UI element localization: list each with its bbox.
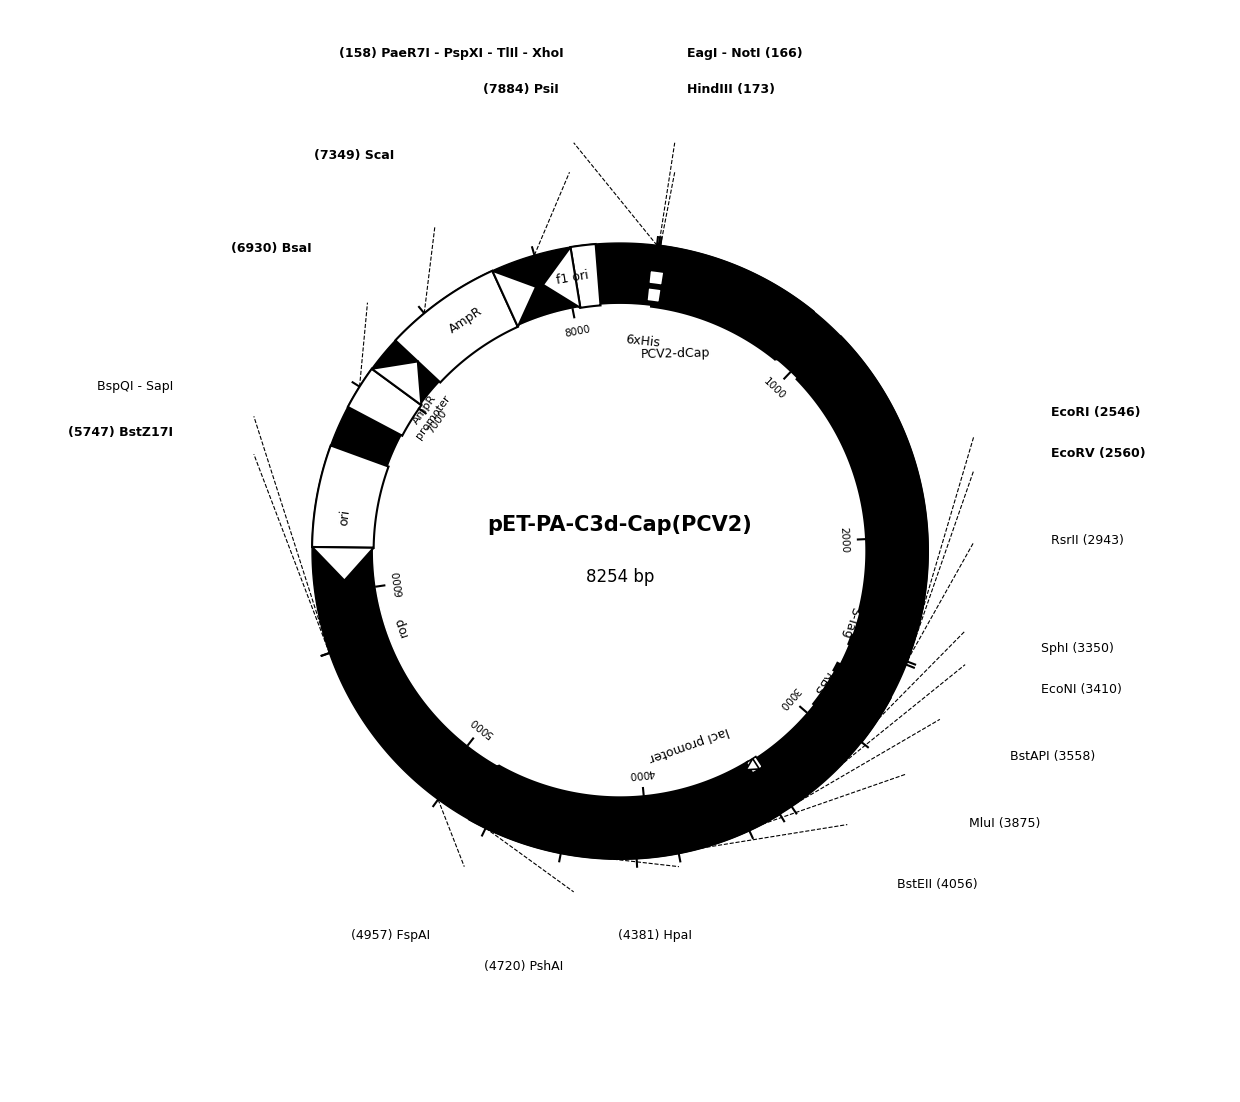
Text: (4381) HpaI: (4381) HpaI	[618, 929, 692, 942]
Text: C3d: C3d	[727, 290, 754, 313]
Polygon shape	[347, 369, 422, 435]
Text: (7349) ScaI: (7349) ScaI	[314, 149, 394, 162]
Polygon shape	[312, 244, 928, 858]
Text: EcoNI (3410): EcoNI (3410)	[1040, 683, 1122, 696]
Polygon shape	[570, 244, 600, 307]
Text: (5747) BstZ17I: (5747) BstZ17I	[68, 426, 174, 440]
Text: f1 ori: f1 ori	[556, 269, 590, 287]
Text: (4957) FspAI: (4957) FspAI	[351, 929, 430, 942]
Polygon shape	[396, 271, 518, 382]
Text: HindIII (173): HindIII (173)	[687, 83, 775, 96]
Text: BspQI - SapI: BspQI - SapI	[97, 380, 174, 393]
Polygon shape	[649, 270, 665, 285]
Polygon shape	[813, 669, 890, 742]
Polygon shape	[775, 312, 818, 359]
Text: BstEII (4056): BstEII (4056)	[898, 878, 978, 892]
Text: S-Tag: S-Tag	[839, 605, 862, 640]
Text: (4720) PshAI: (4720) PshAI	[485, 960, 563, 973]
Polygon shape	[859, 612, 919, 650]
Text: 7000: 7000	[425, 408, 449, 435]
Polygon shape	[651, 246, 813, 359]
Text: AmpR: AmpR	[446, 305, 485, 336]
Text: lacI promoter: lacI promoter	[647, 724, 730, 765]
Text: lacI: lacI	[598, 821, 620, 835]
Text: MluI (3875): MluI (3875)	[968, 817, 1040, 830]
Polygon shape	[329, 618, 378, 635]
Text: EcoRI (2546): EcoRI (2546)	[1052, 406, 1141, 419]
Text: SphI (3350): SphI (3350)	[1040, 642, 1114, 655]
Text: 6000: 6000	[392, 570, 405, 597]
Text: 2000: 2000	[838, 527, 849, 553]
Polygon shape	[329, 618, 377, 656]
Polygon shape	[312, 547, 373, 581]
Polygon shape	[746, 757, 763, 774]
Text: 4000: 4000	[629, 767, 655, 780]
Text: rop: rop	[392, 615, 412, 638]
Text: TrxA: TrxA	[856, 682, 880, 711]
Text: (7884) PsiI: (7884) PsiI	[482, 83, 558, 96]
Text: 8254 bp: 8254 bp	[585, 568, 655, 585]
Polygon shape	[373, 304, 867, 798]
Text: AmpR
promoter: AmpR promoter	[405, 386, 453, 441]
Text: 5000: 5000	[469, 715, 495, 739]
Polygon shape	[796, 336, 928, 626]
Text: PCV2-dCap: PCV2-dCap	[640, 346, 711, 360]
Text: PA gene: PA gene	[880, 469, 903, 522]
Polygon shape	[647, 288, 661, 303]
Text: (158) PaeR7I - PspXI - TlIl - XhoI: (158) PaeR7I - PspXI - TlIl - XhoI	[339, 46, 563, 60]
Text: pET-PA-C3d-Cap(PCV2): pET-PA-C3d-Cap(PCV2)	[487, 516, 753, 536]
Polygon shape	[837, 653, 890, 698]
Polygon shape	[862, 640, 878, 655]
Text: BstAPI (3558): BstAPI (3558)	[1011, 749, 1095, 763]
Polygon shape	[833, 662, 848, 677]
Text: (6930) BsaI: (6930) BsaI	[232, 241, 312, 255]
Text: 8000: 8000	[563, 324, 590, 338]
Polygon shape	[492, 271, 536, 327]
Text: EcoRV (2560): EcoRV (2560)	[1052, 447, 1146, 460]
Polygon shape	[848, 635, 863, 649]
Text: 6xHis: 6xHis	[625, 334, 660, 350]
Text: RsrII (2943): RsrII (2943)	[1052, 534, 1123, 548]
Polygon shape	[312, 445, 388, 548]
Text: EagI - NotI (166): EagI - NotI (166)	[687, 46, 802, 60]
Polygon shape	[456, 766, 500, 820]
Polygon shape	[543, 247, 580, 307]
Polygon shape	[746, 758, 759, 770]
Polygon shape	[469, 761, 780, 858]
Text: 1000: 1000	[761, 377, 787, 401]
Text: RBS: RBS	[808, 670, 833, 698]
Text: ori: ori	[337, 509, 352, 527]
Text: 3000: 3000	[777, 684, 801, 711]
Polygon shape	[372, 361, 422, 406]
